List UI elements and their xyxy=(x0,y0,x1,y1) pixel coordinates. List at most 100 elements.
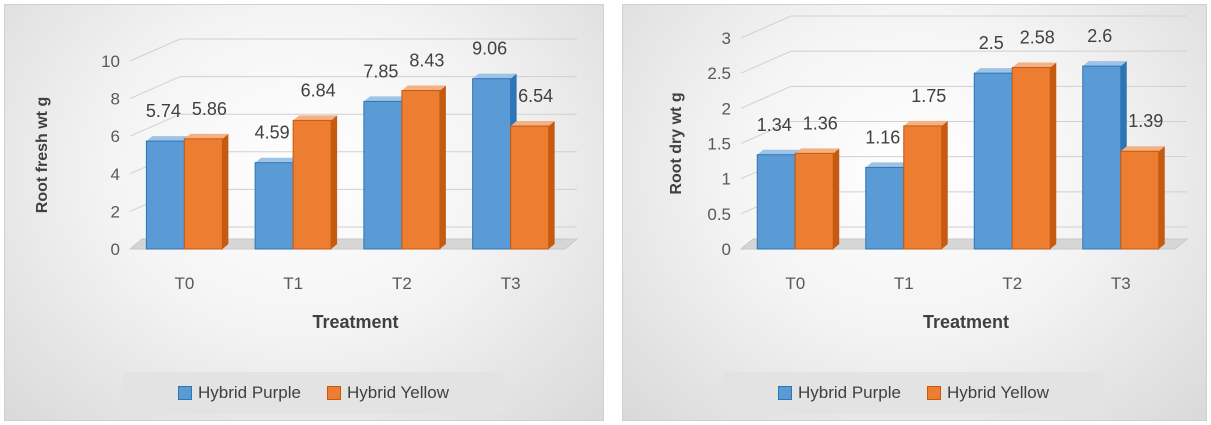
bar-yellow xyxy=(183,138,223,250)
x-axis-title: Treatment xyxy=(923,312,1009,332)
x-axis-title: Treatment xyxy=(312,312,398,332)
bar-purple xyxy=(865,166,905,250)
data-label: 1.34 xyxy=(757,115,792,135)
x-tick-label: T0 xyxy=(174,274,194,293)
data-label: 2.58 xyxy=(1020,28,1055,48)
y-tick-label: 6 xyxy=(111,127,120,146)
y-tick-label: 2 xyxy=(722,99,731,118)
y-tick-label: 4 xyxy=(111,165,120,184)
bar-yellow xyxy=(794,152,834,250)
gridline xyxy=(740,15,1187,39)
bar-top xyxy=(363,96,408,102)
bar-top xyxy=(510,121,555,127)
legend-swatch-purple xyxy=(777,386,792,400)
gridline xyxy=(740,50,1187,74)
bar-side xyxy=(548,121,555,249)
legend-item-purple: Hybrid Purple xyxy=(177,383,301,403)
data-label: 4.59 xyxy=(255,123,290,143)
chart-left-svg: 0 2 4 6 8 10 5.74 5.86 T0 4.59 6.84 T1 7.85 8.43 T2 9.0… xyxy=(34,38,579,332)
data-label: 5.86 xyxy=(192,99,227,119)
bar-purple xyxy=(363,100,403,250)
bar-purple xyxy=(145,140,185,250)
legend-label-purple: Hybrid Purple xyxy=(197,383,301,402)
y-tick-label: 0 xyxy=(111,240,120,259)
bar-yellow xyxy=(903,125,943,250)
y-tick-label: 1.5 xyxy=(707,135,731,154)
x-tick-label: T3 xyxy=(1111,274,1131,293)
bar-yellow xyxy=(510,125,550,250)
data-label: 1.75 xyxy=(911,86,946,106)
bar-top xyxy=(757,149,802,155)
y-tick-label: 2.5 xyxy=(707,64,731,83)
bar-side xyxy=(439,85,446,250)
bar-yellow xyxy=(401,90,441,250)
data-label: 7.85 xyxy=(363,61,398,81)
x-tick-label: T1 xyxy=(894,274,914,293)
bar-top xyxy=(974,68,1019,74)
legend-right: Hybrid Purple Hybrid Yellow xyxy=(723,372,1104,414)
bar-top xyxy=(903,120,948,126)
bar-top xyxy=(1012,62,1057,68)
bar-side xyxy=(1158,146,1165,249)
legend-left: Hybrid Purple Hybrid Yellow xyxy=(123,372,504,414)
gridline xyxy=(129,76,577,100)
x-tick-label: T3 xyxy=(501,274,521,293)
bar-top xyxy=(865,162,910,168)
chart-right-svg: 0 0.5 1 1.5 2 2.5 3 1.34 1.36 T0 1.16 1.75 T1 2.5 2.58… xyxy=(668,15,1189,332)
legend-label-yellow: Hybrid Yellow xyxy=(346,383,450,402)
chart-panel-left: 0 2 4 6 8 10 5.74 5.86 T0 4.59 6.84 T1 7.85 8.43 T2 9.0… xyxy=(4,4,604,421)
bar-side xyxy=(941,120,948,250)
data-label: 8.43 xyxy=(409,51,444,71)
data-label: 5.74 xyxy=(146,101,181,121)
legend-swatch-purple xyxy=(177,386,192,400)
legend-swatch-yellow xyxy=(926,386,941,400)
data-label: 6.84 xyxy=(301,80,336,100)
data-label: 1.16 xyxy=(865,127,900,147)
bar-top xyxy=(401,85,446,91)
data-label: 6.54 xyxy=(518,86,553,106)
bar-purple xyxy=(472,78,512,250)
data-label: 9.06 xyxy=(472,39,507,59)
x-tick-label: T2 xyxy=(1002,274,1022,293)
bar-side xyxy=(1050,62,1057,249)
y-axis-title: Root fresh wt g xyxy=(34,97,51,213)
y-tick-label: 0 xyxy=(722,240,731,259)
y-tick-label: 10 xyxy=(101,52,120,71)
bar-yellow xyxy=(1011,67,1051,250)
chart-panel-right: 0 0.5 1 1.5 2 2.5 3 1.34 1.36 T0 1.16 1.75 T1 2.5 2.58… xyxy=(622,4,1207,421)
bar-yellow xyxy=(292,119,332,250)
bar-purple xyxy=(973,72,1013,250)
legend-label-purple: Hybrid Purple xyxy=(797,383,901,402)
bar-top xyxy=(255,157,300,163)
bar-top xyxy=(146,136,191,142)
y-tick-label: 1 xyxy=(722,170,731,189)
y-tick-label: 3 xyxy=(722,29,731,48)
legend-item-purple: Hybrid Purple xyxy=(777,383,901,403)
x-tick-label: T1 xyxy=(283,274,303,293)
bar-purple xyxy=(254,162,294,250)
x-tick-label: T2 xyxy=(392,274,412,293)
bar-top xyxy=(1082,61,1127,67)
y-axis-title: Root dry wt g xyxy=(668,92,685,194)
bar-side xyxy=(833,148,840,249)
bar-yellow xyxy=(1120,150,1160,250)
data-label: 2.6 xyxy=(1087,26,1112,46)
bar-top xyxy=(472,73,517,79)
y-tick-label: 0.5 xyxy=(707,205,731,224)
x-tick-label: T0 xyxy=(785,274,805,293)
bar-side xyxy=(222,133,229,249)
legend-label-yellow: Hybrid Yellow xyxy=(946,383,1050,402)
gridline xyxy=(129,38,577,62)
bar-top xyxy=(1120,146,1165,152)
data-label: 1.36 xyxy=(803,113,838,133)
legend-swatch-yellow xyxy=(326,386,341,400)
y-tick-label: 8 xyxy=(111,90,120,109)
legend-item-yellow: Hybrid Yellow xyxy=(926,383,1050,403)
bar-purple xyxy=(756,154,796,250)
y-tick-label: 2 xyxy=(111,202,120,221)
bar-top xyxy=(184,133,229,139)
data-label: 2.5 xyxy=(979,33,1004,53)
bar-purple xyxy=(1082,65,1122,250)
bar-top xyxy=(795,148,840,154)
data-label: 1.39 xyxy=(1128,111,1163,131)
